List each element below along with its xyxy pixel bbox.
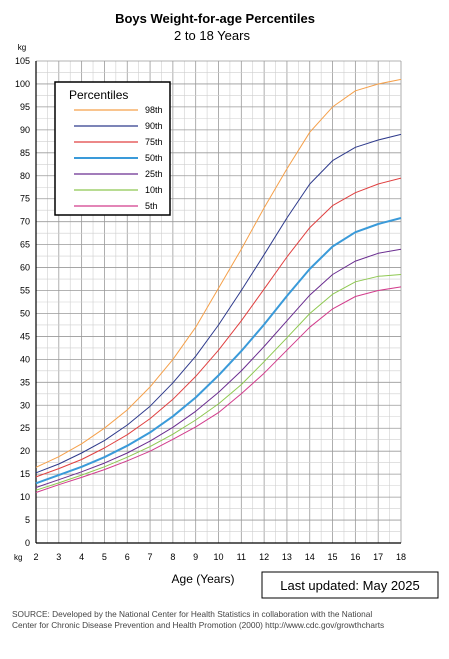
series-line-90th [35,133,402,474]
y-tick-label: 15 [20,469,30,479]
y-tick-label: 50 [20,308,30,318]
series-line-50th [35,217,402,485]
x-tick-label: 5 [102,552,107,562]
legend-label-25th: 25th [145,169,163,179]
y-tick-label: 65 [20,240,30,250]
chart-title: Boys Weight-for-age Percentiles [115,11,315,26]
legend-box [54,81,171,216]
series-line-5th [35,286,402,493]
y-tick-label: 95 [20,102,30,112]
legend-title: Percentiles [69,88,128,102]
y-tick-label: 55 [20,286,30,296]
legend: Percentiles 98th 90th 75th 50th 25th 10th 5th [54,81,171,216]
y-tick-label: 45 [20,331,30,341]
tick-labels: 0510152025303540455055606570758085909510… [15,56,406,562]
x-tick-label: 6 [125,552,130,562]
y-tick-label: 0 [25,538,30,548]
y-tick-label: 10 [20,492,30,502]
y-tick-label: 85 [20,148,30,158]
x-tick-label: 13 [282,552,292,562]
x-tick-label: 3 [56,552,61,562]
x-unit-label: kg [14,553,22,562]
y-unit-label: kg [18,43,26,52]
legend-label-98th: 98th [145,105,163,115]
series-line-75th [35,177,402,478]
y-tick-label: 25 [20,423,30,433]
source-line-2: Center for Chronic Disease Prevention an… [12,620,384,630]
x-axis-label: Age (Years) [172,572,235,586]
series-line-25th [35,248,402,488]
y-tick-label: 75 [20,194,30,204]
legend-label-75th: 75th [145,137,163,147]
y-tick-label: 35 [20,377,30,387]
x-tick-label: 18 [396,552,406,562]
x-tick-label: 4 [79,552,84,562]
chart-subtitle: 2 to 18 Years [174,28,250,43]
legend-label-90th: 90th [145,121,163,131]
x-tick-label: 9 [193,552,198,562]
last-updated-box [261,571,439,599]
x-tick-label: 14 [305,552,315,562]
series-line-98th [35,78,402,468]
y-tick-label: 100 [15,79,30,89]
x-tick-label: 15 [328,552,338,562]
legend-label-50th: 50th [145,153,163,163]
series-lines [35,78,402,493]
legend-label-5th: 5th [145,201,158,211]
y-tick-label: 60 [20,263,30,273]
y-tick-label: 40 [20,354,30,364]
x-tick-label: 2 [33,552,38,562]
y-tick-label: 20 [20,446,30,456]
y-tick-label: 80 [20,171,30,181]
legend-label-10th: 10th [145,185,163,195]
x-tick-label: 7 [148,552,153,562]
series-line-10th [35,274,402,491]
source-line-1: SOURCE: Developed by the National Center… [12,609,372,619]
last-updated-text: Last updated: May 2025 [280,578,420,593]
y-tick-label: 30 [20,400,30,410]
x-tick-label: 8 [170,552,175,562]
x-tick-label: 10 [213,552,223,562]
y-tick-label: 90 [20,125,30,135]
x-tick-label: 11 [237,552,246,562]
y-tick-label: 105 [15,56,30,66]
x-tick-label: 12 [259,552,269,562]
x-tick-label: 16 [350,552,360,562]
y-tick-label: 70 [20,217,30,227]
y-tick-label: 5 [25,515,30,525]
x-tick-label: 17 [373,552,383,562]
